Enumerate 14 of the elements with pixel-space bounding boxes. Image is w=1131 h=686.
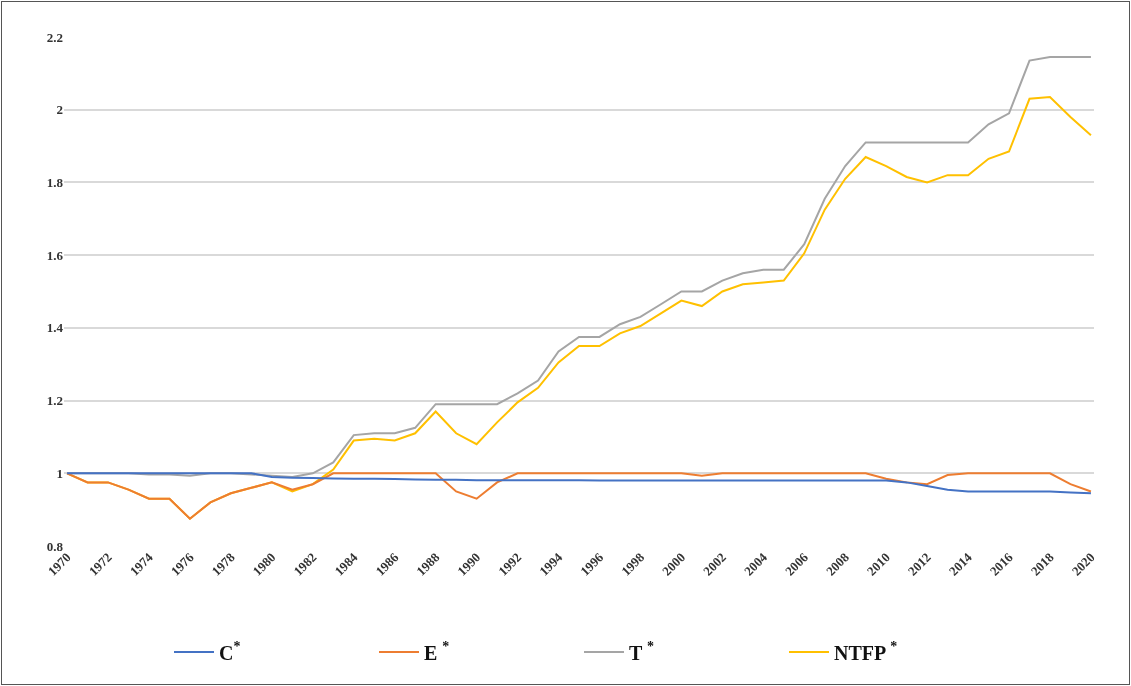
- y-tick-label: 1.6: [46, 247, 64, 263]
- y-tick-label: 1.8: [46, 174, 64, 190]
- y-tick-label: 1: [56, 465, 63, 481]
- legend-label: E $^{*}$: [424, 639, 450, 664]
- legend-label: T $^{*}$: [629, 639, 654, 664]
- line-series: [66, 472, 1092, 520]
- y-tick-label: 1.4: [46, 320, 64, 336]
- y-tick-label: 2.2: [46, 29, 63, 45]
- y-tick-label: 0.8: [46, 538, 64, 554]
- y-tick-label: 1.2: [46, 393, 63, 409]
- line-series: [66, 472, 1092, 495]
- legend-label: NTFP $^{*}$: [834, 639, 898, 664]
- y-tick-label: 2: [56, 102, 63, 118]
- legend-label: C$^{*}$: [219, 639, 241, 664]
